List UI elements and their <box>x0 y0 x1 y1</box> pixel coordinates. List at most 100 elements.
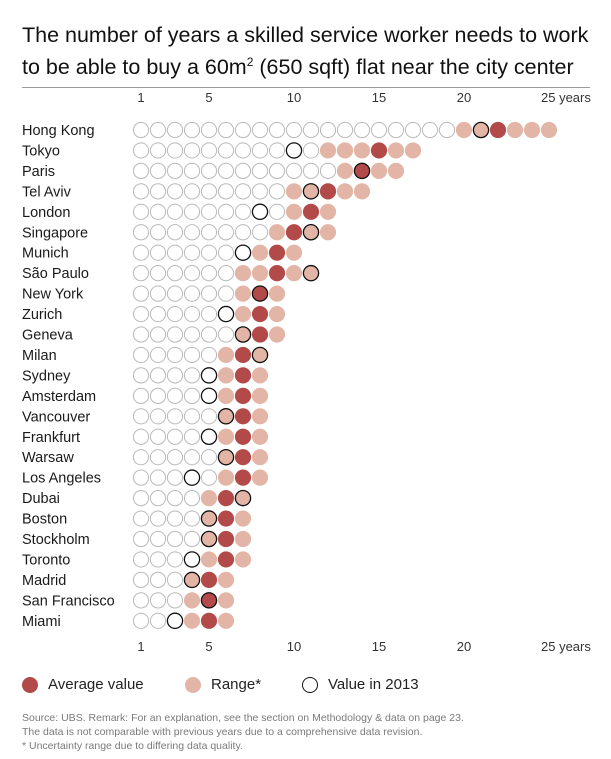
legend-2013: Value in 2013 <box>302 676 419 693</box>
empty-dot <box>132 408 150 425</box>
range-dot <box>353 142 371 159</box>
empty-dot <box>217 285 235 302</box>
legend-average-label: Average value <box>48 676 144 693</box>
empty-dot <box>166 162 184 180</box>
empty-dot <box>149 121 167 139</box>
empty-dot <box>251 142 269 159</box>
city-row: San Francisco <box>22 592 235 609</box>
city-label: Zurich <box>22 307 62 323</box>
city-label: Dubai <box>22 491 60 507</box>
empty-dot <box>387 121 405 139</box>
city-label: São Paulo <box>22 266 89 282</box>
city-label: Miami <box>22 614 61 630</box>
range-dot <box>251 387 269 404</box>
city-label: Toronto <box>22 552 70 568</box>
y2013-dot <box>166 612 184 630</box>
empty-dot <box>166 592 184 609</box>
empty-dot <box>149 203 167 220</box>
empty-dot <box>132 551 150 568</box>
average-dot <box>370 142 388 159</box>
source-line-3: * Uncertainty range due to differing dat… <box>22 740 243 752</box>
city-row: Singapore <box>22 223 337 241</box>
city-row: Warsaw <box>22 448 269 466</box>
average-dot-y2013 <box>200 592 218 609</box>
empty-dot <box>251 121 269 139</box>
average-dot <box>217 490 235 507</box>
chart-title: The number of years a skilled service wo… <box>22 22 602 81</box>
title-text-main: The number of years a skilled service wo… <box>22 23 589 80</box>
empty-dot <box>166 510 184 527</box>
city-row: Tel Aviv <box>22 183 371 200</box>
range-dot <box>251 265 269 282</box>
empty-dot <box>183 428 201 445</box>
range-dot <box>268 305 286 323</box>
y2013-dot <box>200 367 218 384</box>
range-dot-y2013 <box>251 346 269 364</box>
empty-dot <box>149 449 167 466</box>
empty-dot <box>132 428 150 445</box>
empty-dot <box>132 183 150 200</box>
empty-dot <box>149 326 167 343</box>
city-row: Stockholm <box>22 530 252 548</box>
range-dot <box>217 387 235 404</box>
empty-dot <box>217 162 235 180</box>
empty-dot <box>183 162 201 180</box>
range-dot <box>234 510 252 527</box>
range-dot <box>251 449 269 466</box>
range-dot <box>506 121 524 139</box>
city-label: Frankfurt <box>22 430 80 446</box>
empty-dot <box>166 387 184 404</box>
empty-dot <box>166 367 184 384</box>
empty-dot <box>217 121 235 139</box>
average-dot <box>251 305 269 323</box>
empty-dot <box>149 244 167 261</box>
empty-dot <box>183 530 201 548</box>
y2013-dot <box>200 428 218 445</box>
average-dot <box>268 265 286 282</box>
empty-dot <box>200 449 218 466</box>
empty-dot <box>183 367 201 384</box>
range-dot <box>523 121 541 139</box>
empty-dot <box>234 142 252 159</box>
average-dot <box>251 326 269 343</box>
empty-dot <box>132 326 150 343</box>
empty-dot <box>200 346 218 364</box>
top-tick-label: 25 years <box>541 90 591 105</box>
city-row: Paris <box>22 162 405 180</box>
city-row: Frankfurt <box>22 428 269 446</box>
range-dot <box>387 162 405 180</box>
empty-dot <box>217 224 235 241</box>
empty-dot <box>149 367 167 384</box>
empty-dot <box>149 510 167 527</box>
empty-dot <box>353 121 371 139</box>
city-row: Dubai <box>22 489 252 507</box>
average-dot <box>285 224 303 241</box>
empty-dot <box>132 469 150 486</box>
empty-dot <box>319 162 337 180</box>
empty-dot <box>149 490 167 507</box>
empty-dot <box>166 408 184 425</box>
empty-dot <box>149 305 167 323</box>
y2013-dot <box>200 387 218 405</box>
city-label: Milan <box>22 348 57 364</box>
empty-dot <box>149 551 167 568</box>
range-dot-y2013 <box>217 408 235 425</box>
city-label: Tel Aviv <box>22 184 72 200</box>
empty-dot <box>217 183 235 200</box>
city-row: New York <box>22 285 286 303</box>
city-row: Madrid <box>22 571 235 589</box>
empty-dot <box>302 121 320 139</box>
empty-dot <box>183 183 201 200</box>
empty-dot <box>132 490 150 507</box>
city-row: Toronto <box>22 551 252 568</box>
empty-dot <box>149 387 167 404</box>
source-line-2: The data is not comparable with previous… <box>22 726 423 738</box>
range-dot <box>234 551 252 568</box>
bottom-tick-label: 5 <box>205 639 212 654</box>
empty-dot <box>132 142 150 159</box>
range-dot <box>251 428 269 445</box>
empty-dot <box>149 224 167 241</box>
empty-dot <box>132 203 150 220</box>
empty-dot <box>132 244 150 261</box>
range-dot <box>268 224 286 241</box>
